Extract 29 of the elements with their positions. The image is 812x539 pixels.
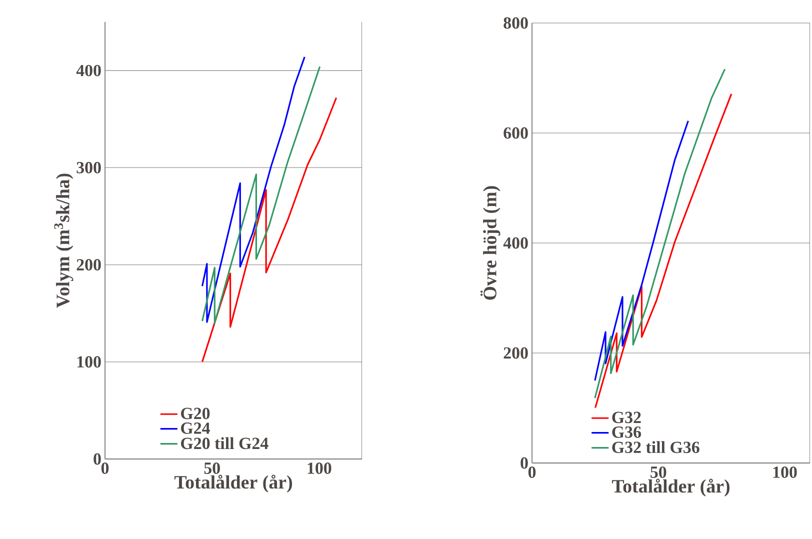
y-axis-title: Övre höjd (m)	[480, 186, 500, 300]
y-tick-label: 800	[504, 17, 528, 29]
x-tick-label: 100	[308, 462, 332, 474]
legend-label: G20 till G24	[181, 437, 268, 450]
x-tick-label: 100	[773, 466, 797, 478]
line-series	[201, 56, 306, 323]
x-tick-label: 50	[650, 466, 666, 478]
y-tick-label: 200	[504, 347, 528, 359]
line-series	[201, 96, 338, 363]
legend-label: G32 till G36	[612, 441, 700, 454]
legend-label: G20	[181, 408, 210, 420]
legend-label: G24	[181, 422, 210, 434]
y-tick-label: 200	[76, 259, 101, 270]
line-series	[201, 66, 321, 324]
y-tick-label: 0	[94, 453, 101, 465]
y-axis-title: Volym (m$^{3}$sk/ha)	[54, 174, 74, 308]
y-tick-label: 600	[504, 127, 528, 139]
x-axis-title: Totalålder (år)	[174, 474, 292, 493]
x-axis-title: Totalålder (år)	[612, 478, 730, 497]
x-tick-label: 0	[101, 462, 109, 474]
y-tick-label: 400	[503, 237, 528, 249]
y-tick-label: 400	[76, 64, 101, 76]
line-series	[594, 120, 689, 382]
x-tick-label: 0	[528, 466, 536, 478]
legend-label: G36	[612, 426, 642, 438]
x-tick-label: 50	[204, 462, 220, 474]
y-tick-label: 300	[76, 162, 101, 174]
y-tick-label: 100	[77, 356, 101, 368]
legend-label: G32	[612, 412, 641, 424]
